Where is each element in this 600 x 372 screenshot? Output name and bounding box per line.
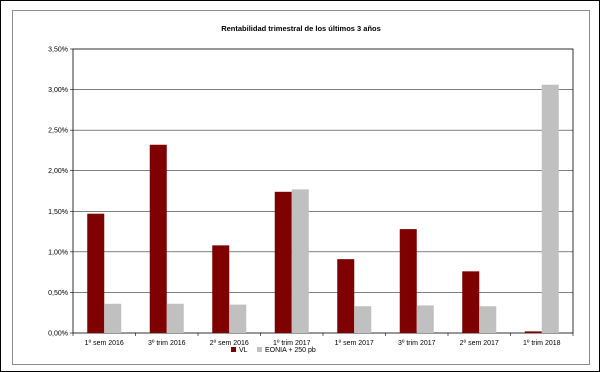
- y-tick-label: 0,50%: [48, 290, 68, 297]
- x-tick-label: 3º trim 2017: [398, 340, 436, 347]
- plot-area: 0,00% 0,50% 1,00% 1,50% 2,00% 2,50% 3,00% 3,50%…: [48, 47, 574, 347]
- x-tick-label: 2º sem 2017: [460, 340, 499, 347]
- legend-label: EONIA + 250 pb: [265, 347, 316, 354]
- bar-chart: Rentabilidad trimestral de los últimos 3…: [48, 24, 574, 354]
- bar-eonia: [541, 84, 559, 334]
- x-tick-label: 1º sem 2017: [335, 340, 374, 347]
- x-tick-label: 1º sem 2016: [85, 340, 124, 347]
- bar-vl: [337, 259, 355, 333]
- y-tick-label: 2,50%: [48, 128, 68, 135]
- bar-eonia: [479, 306, 497, 333]
- legend-swatch: [231, 347, 236, 352]
- y-tick-label: 1,00%: [48, 249, 68, 256]
- x-tick-label: 1º trim 2017: [273, 340, 311, 347]
- legend: VL EONIA + 250 pb: [231, 347, 316, 354]
- bar-vl: [212, 245, 230, 333]
- bar-eonia: [166, 303, 184, 333]
- bar-eonia: [416, 305, 434, 333]
- y-tick-label: 1,50%: [48, 209, 68, 216]
- y-tick-label: 0,00%: [48, 331, 68, 338]
- y-tick-label: 3,00%: [48, 87, 68, 94]
- bar-vl: [87, 213, 105, 333]
- bar-eonia: [229, 304, 247, 333]
- chart-area: Rentabilidad trimestral de los últimos 3…: [12, 10, 590, 365]
- legend-swatch: [257, 347, 262, 352]
- bar-vl: [524, 331, 542, 333]
- bar-eonia: [104, 303, 122, 333]
- x-tick-label: 2º sem 2016: [210, 340, 249, 347]
- chart-title: Rentabilidad trimestral de los últimos 3…: [221, 24, 381, 33]
- x-tick-label: 1º trim 2018: [523, 340, 561, 347]
- bar-vl: [462, 271, 480, 333]
- legend-label: VL: [239, 347, 248, 354]
- bar-vl: [149, 144, 167, 333]
- plot-border: [72, 48, 574, 334]
- y-tick-label: 3,50%: [48, 47, 68, 54]
- bar-eonia: [354, 306, 372, 333]
- y-tick-label: 2,00%: [48, 168, 68, 175]
- bar-vl: [399, 229, 417, 333]
- bar-vl: [274, 191, 292, 333]
- x-tick-label: 3º trim 2016: [148, 340, 186, 347]
- bar-eonia: [291, 189, 309, 333]
